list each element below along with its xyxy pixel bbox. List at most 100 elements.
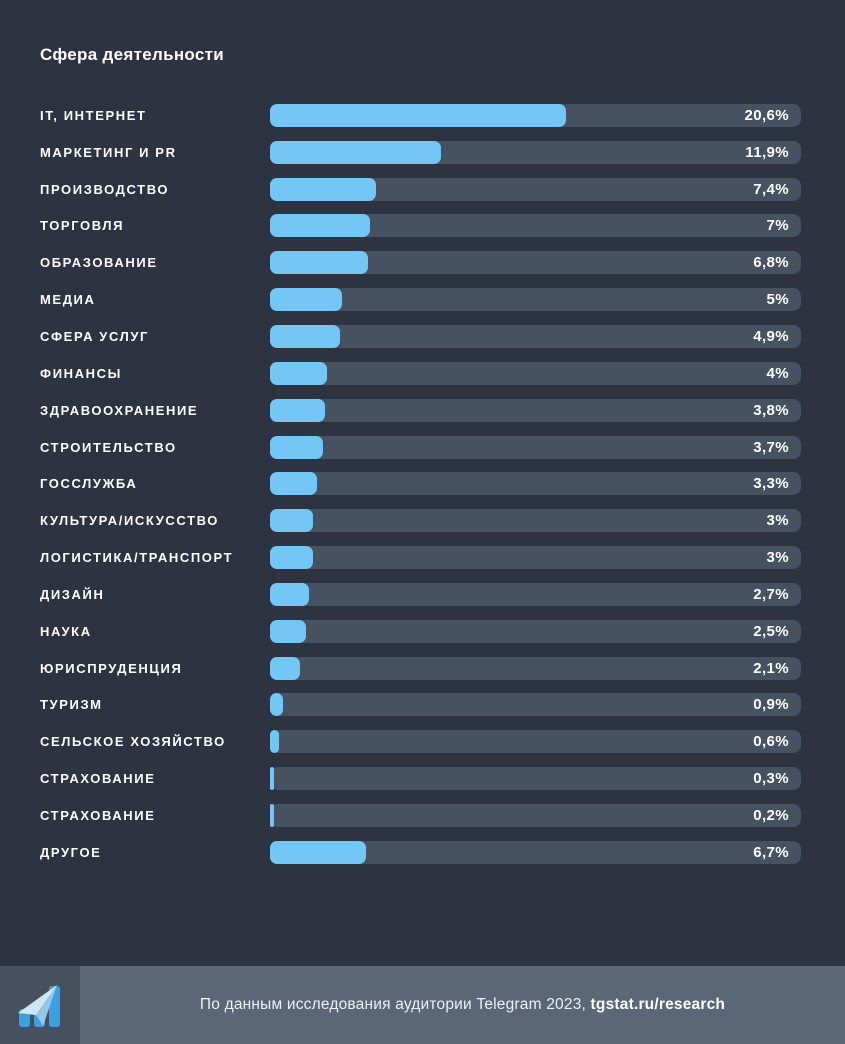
tgstat-logo-icon <box>18 985 60 1027</box>
chart-row: ЛОГИСТИКА/ТРАНСПОРТ 3% <box>40 539 801 576</box>
category-label: ЗДРАВООХРАНЕНИЕ <box>40 402 199 418</box>
chart-row: ТОРГОВЛЯ 7% <box>40 208 801 245</box>
category-label: КУЛЬТУРА/ИСКУССТВО <box>40 513 220 529</box>
bar-fill <box>270 140 441 164</box>
bar-track: 2,7% <box>270 582 801 606</box>
bar-track: 5% <box>270 288 801 312</box>
value-label: 0,3% <box>753 770 789 788</box>
chart-row: СТРАХОВАНИЕ 0,2% <box>40 797 801 834</box>
bar-track: 6,8% <box>270 251 801 275</box>
bar-track: 3% <box>270 509 801 533</box>
value-label: 2,1% <box>753 659 789 677</box>
chart-row: ЗДРАВООХРАНЕНИЕ 3,8% <box>40 392 801 429</box>
bar-track: 2,1% <box>270 656 801 680</box>
category-label: ФИНАНСЫ <box>40 365 122 381</box>
bar-fill <box>270 361 328 385</box>
value-label: 4,9% <box>753 327 789 345</box>
chart-row: ПРОИЗВОДСТВО 7,4% <box>40 171 801 208</box>
bar-fill <box>270 288 342 312</box>
tgstat-logo <box>0 966 80 1044</box>
value-label: 3,3% <box>753 475 789 493</box>
bar-fill <box>270 546 314 570</box>
value-label: 2,7% <box>753 585 789 603</box>
bar-track: 4,9% <box>270 324 801 348</box>
value-label: 3,8% <box>753 401 789 419</box>
bar-track: 11,9% <box>270 140 801 164</box>
category-label: СФЕРА УСЛУГ <box>40 328 150 344</box>
bar-track: 2,5% <box>270 619 801 643</box>
chart-row: КУЛЬТУРА/ИСКУССТВО 3% <box>40 502 801 539</box>
value-label: 6,7% <box>753 843 789 861</box>
bar-fill <box>270 214 371 238</box>
footer: По данным исследования аудитории Telegra… <box>0 966 845 1044</box>
bar-track: 3,8% <box>270 398 801 422</box>
value-label: 3% <box>766 549 789 567</box>
category-label: ЮРИСПРУДЕНЦИЯ <box>40 660 183 676</box>
bar-fill <box>270 103 566 127</box>
chart-row: ЮРИСПРУДЕНЦИЯ 2,1% <box>40 650 801 687</box>
chart-row: МЕДИА 5% <box>40 281 801 318</box>
footer-source-regular: По данным исследования аудитории Telegra… <box>199 996 587 1013</box>
bar-fill <box>270 582 309 606</box>
category-label: IT, ИНТЕРНЕТ <box>40 107 147 123</box>
footer-source-text: По данным исследования аудитории Telegra… <box>80 966 845 1044</box>
category-label: ДИЗАЙН <box>40 586 105 602</box>
bar-track: 7,4% <box>270 177 801 201</box>
value-label: 0,6% <box>753 733 789 751</box>
bar-fill <box>270 435 324 459</box>
value-label: 11,9% <box>745 143 789 161</box>
chart-row: СФЕРА УСЛУГ 4,9% <box>40 318 801 355</box>
chart-row: ДИЗАЙН 2,7% <box>40 576 801 613</box>
category-label: СЕЛЬСКОЕ ХОЗЯЙСТВО <box>40 734 226 750</box>
bar-track: 7% <box>270 214 801 238</box>
bar-track: 0,6% <box>270 730 801 754</box>
bar-fill <box>270 472 318 496</box>
category-label: ЛОГИСТИКА/ТРАНСПОРТ <box>40 550 234 566</box>
bar-fill <box>270 398 325 422</box>
bar-fill <box>270 177 377 201</box>
value-label: 6,8% <box>753 254 789 272</box>
category-label: ТУРИЗМ <box>40 697 103 713</box>
bar-track: 0,2% <box>270 803 801 827</box>
chart-row: ФИНАНСЫ 4% <box>40 355 801 392</box>
category-label: МАРКЕТИНГ И PR <box>40 144 177 160</box>
bar-track: 6,7% <box>270 840 801 864</box>
category-label: СТРАХОВАНИЕ <box>40 771 156 787</box>
value-label: 3,7% <box>753 438 789 456</box>
value-label: 5% <box>766 291 789 309</box>
bar-fill <box>270 324 341 348</box>
bar-track: 0,9% <box>270 693 801 717</box>
chart-row: ДРУГОЕ 6,7% <box>40 834 801 871</box>
bar-track: 3,3% <box>270 472 801 496</box>
chart-row: ОБРАЗОВАНИЕ 6,8% <box>40 244 801 281</box>
bar-fill <box>270 619 306 643</box>
page-title: Сфера деятельности <box>40 45 224 64</box>
chart-row: СТРАХОВАНИЕ 0,3% <box>40 760 801 797</box>
chart-row: СТРОИТЕЛЬСТВО 3,7% <box>40 429 801 466</box>
value-label: 0,2% <box>753 806 789 824</box>
category-label: НАУКА <box>40 623 92 639</box>
category-label: МЕДИА <box>40 292 96 308</box>
bar-chart: IT, ИНТЕРНЕТ 20,6% МАРКЕТИНГ И PR 11,9% ПРОИ… <box>40 97 801 871</box>
bar-fill <box>270 693 283 717</box>
chart-row: IT, ИНТЕРНЕТ 20,6% <box>40 97 801 134</box>
bar-track: 3% <box>270 546 801 570</box>
value-label: 2,5% <box>753 622 789 640</box>
value-label: 0,9% <box>753 696 789 714</box>
bar-fill <box>270 251 368 275</box>
category-label: ПРОИЗВОДСТВО <box>40 181 170 197</box>
value-label: 4% <box>766 364 789 382</box>
bar-fill <box>270 767 275 791</box>
chart-row: ТУРИЗМ 0,9% <box>40 687 801 724</box>
value-label: 20,6% <box>744 106 789 124</box>
chart-row: ГОССЛУЖБА 3,3% <box>40 465 801 502</box>
bar-fill <box>270 803 274 827</box>
bar-track: 0,3% <box>270 767 801 791</box>
bar-fill <box>270 509 314 533</box>
category-label: СТРОИТЕЛЬСТВО <box>40 439 177 455</box>
category-label: ДРУГОЕ <box>40 844 102 860</box>
bar-fill <box>270 730 279 754</box>
category-label: ТОРГОВЛЯ <box>40 218 125 234</box>
value-label: 7% <box>766 217 789 235</box>
category-label: ГОССЛУЖБА <box>40 476 138 492</box>
